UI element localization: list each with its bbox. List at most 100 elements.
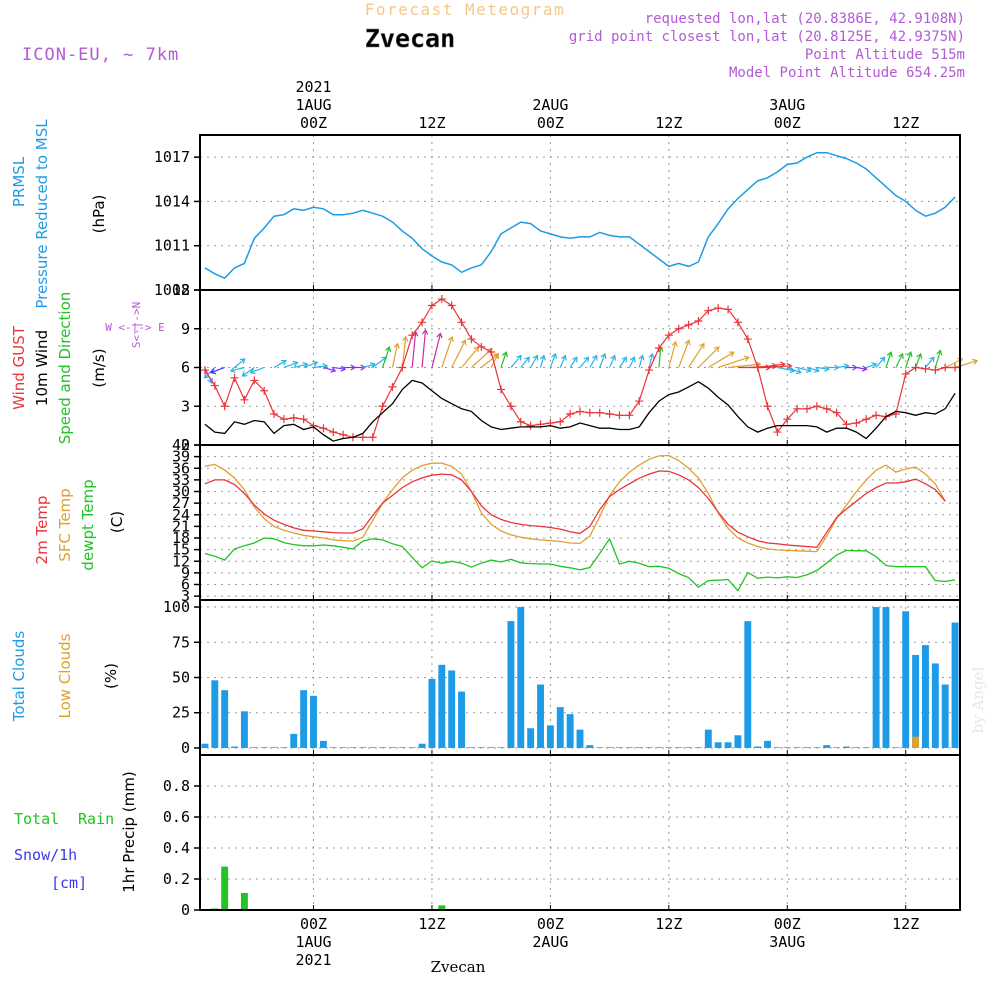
- total-cloud-bar: [310, 695, 317, 748]
- gust-point: [941, 363, 950, 372]
- bottom-time-label: 00Z: [774, 915, 801, 933]
- wind-arrow: [480, 353, 499, 368]
- gust-point: [773, 428, 782, 437]
- wind-arrow: [618, 356, 627, 368]
- wind-arrow: [210, 366, 225, 374]
- tsfc-line: [204, 454, 946, 553]
- wind-arrow: [451, 340, 466, 368]
- rain-bar: [221, 866, 229, 910]
- ytick-label: 1008: [154, 281, 190, 299]
- gust-point: [733, 318, 742, 327]
- gust-point: [230, 373, 239, 382]
- total-cloud-bar: [270, 746, 278, 748]
- wind-arrow-head: [621, 356, 627, 363]
- wind-arrow: [787, 366, 802, 374]
- gust-point: [576, 407, 584, 416]
- wind-arrow: [757, 363, 785, 369]
- wind-arrow: [549, 353, 557, 368]
- wind-arrow: [303, 361, 318, 369]
- precip-panel: 0 0.2 0.4 0.6 0.8: [163, 754, 961, 919]
- wind-arrow: [441, 336, 453, 368]
- ytick-label: 21: [172, 517, 190, 535]
- top-time-label: 00Z: [774, 114, 801, 132]
- total-cloud-bar: [724, 742, 732, 748]
- chart-subtitle: Forecast Meteogram: [365, 0, 565, 19]
- total-cloud-bar: [902, 611, 910, 748]
- total-cloud-bar: [527, 728, 535, 748]
- total-cloud-bar: [694, 746, 702, 748]
- gust-point: [398, 363, 407, 372]
- gust-point: [566, 410, 575, 418]
- bottom-time-label: 00Z: [300, 915, 327, 933]
- wind-arrow-head: [843, 363, 850, 370]
- total-cloud-bar: [665, 746, 673, 748]
- total-cloud-bar: [467, 746, 475, 748]
- wind-arrow: [599, 353, 606, 368]
- total-cloud-bar: [448, 670, 456, 748]
- wind-arrow-head: [648, 352, 655, 359]
- wind-arrow: [875, 356, 886, 368]
- gust-point: [299, 415, 308, 424]
- total-cloud-bar: [625, 746, 633, 748]
- total-cloud-bar: [852, 746, 860, 748]
- total-cloud-bar: [704, 729, 712, 748]
- ytick-label: 33: [172, 471, 190, 489]
- prmsl-label: PRMSL: [10, 156, 28, 207]
- bottom-time-label: 12Z: [418, 915, 445, 933]
- gust-point: [812, 402, 821, 411]
- wind-arrow-head: [385, 346, 392, 353]
- bottom-time-label: 2021: [295, 951, 331, 969]
- ytick-label: 50: [172, 669, 190, 687]
- wind-arrow-head: [207, 377, 214, 384]
- gust-point: [457, 318, 466, 327]
- gust-point: [329, 428, 338, 437]
- total-cloud-bar: [793, 746, 801, 748]
- bottom-time-label: 12Z: [655, 915, 682, 933]
- pressure-unit: (hPa): [90, 195, 108, 234]
- prmsl-line: [204, 151, 956, 280]
- gust-point: [753, 363, 762, 372]
- total-cloud-bar: [408, 746, 416, 748]
- total-cloud-bar: [339, 746, 347, 748]
- wind-arrow-head: [861, 365, 868, 372]
- snow-unit: [cm]: [51, 874, 87, 892]
- wind-arrow-head: [292, 360, 299, 367]
- wind-arrow-head: [916, 352, 923, 359]
- chart-title: Zvecan: [365, 24, 455, 53]
- wind-arrow: [273, 360, 287, 369]
- wind-arrow: [313, 365, 328, 369]
- total-cloud-bar: [221, 690, 229, 748]
- gust-point: [418, 318, 427, 327]
- wind-arrow: [362, 363, 375, 369]
- wind-arrow-head: [671, 340, 678, 347]
- total-cloud-bar: [823, 745, 831, 748]
- gust-point: [210, 381, 219, 390]
- wind-arrow-head: [772, 362, 778, 370]
- wind-arrow: [431, 333, 442, 368]
- total-cloud-bar: [596, 746, 604, 748]
- bottom-time-label: 3AUG: [769, 933, 805, 951]
- gust-point: [951, 363, 960, 372]
- wind-arrow-head: [629, 356, 636, 363]
- precip-side-labels: Total Rain Snow/1h [cm] 1hr Precip (mm): [14, 771, 138, 892]
- gust-point: [250, 376, 259, 385]
- wind-arrow: [589, 355, 598, 368]
- wind-arrow-head: [879, 356, 886, 363]
- ytick-label: 6: [181, 576, 190, 594]
- wind-arrow-head: [972, 358, 979, 365]
- wind-arrow-head: [210, 368, 217, 375]
- ytick-label: 1011: [154, 237, 190, 255]
- total-cloud-bar: [606, 746, 614, 748]
- wind-arrow-head: [713, 346, 720, 353]
- wind-arrow: [539, 355, 545, 368]
- wind-arrow-head: [699, 342, 705, 349]
- top-time-label: 00Z: [537, 114, 564, 132]
- pressure-side-labels: PRMSL Pressure Reduced to MSL (hPa): [10, 119, 108, 309]
- compass-sn: S<-|->N: [130, 302, 143, 348]
- wind-arrow: [230, 366, 245, 372]
- wind-arrow: [717, 356, 749, 369]
- ytick-label: 36: [172, 459, 190, 477]
- wind-arrow: [391, 343, 399, 368]
- rain-label: Rain: [78, 810, 114, 828]
